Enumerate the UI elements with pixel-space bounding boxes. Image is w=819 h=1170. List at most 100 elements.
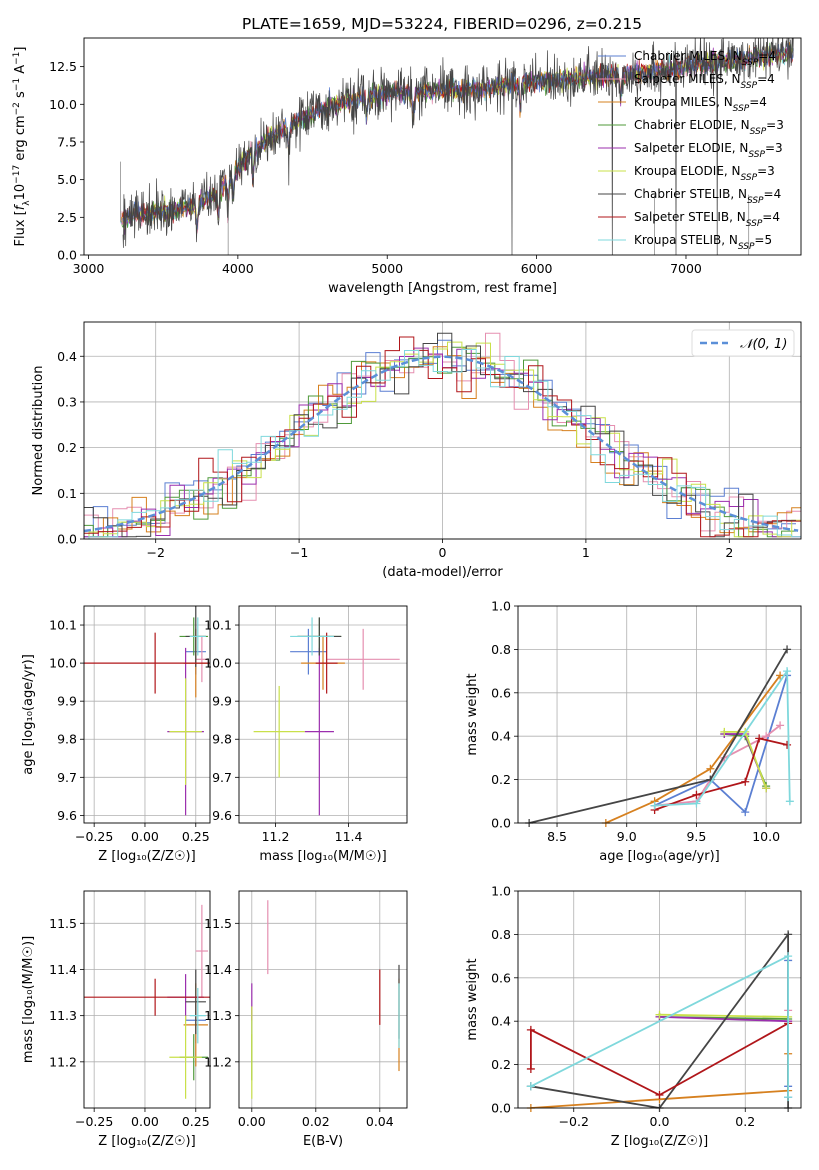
y-tick-label: 9.9 bbox=[212, 694, 232, 709]
y-tick-label: 0.2 bbox=[57, 440, 77, 455]
legend-name: Chabrier STELIB bbox=[634, 187, 730, 201]
y-tick-label: 12.5 bbox=[49, 59, 77, 74]
series-marker bbox=[692, 790, 701, 799]
x-tick-label: −2 bbox=[146, 545, 164, 560]
series-marker bbox=[655, 1010, 664, 1019]
x-tick-label: 9.0 bbox=[617, 829, 637, 844]
normal-reference-curve bbox=[83, 355, 799, 533]
legend-eq: = bbox=[757, 72, 767, 86]
x-axis-label: Z [log₁₀(Z/Z☉)] bbox=[98, 1134, 195, 1149]
y-tick-label: 0.0 bbox=[57, 248, 77, 263]
x-tick-label: 9.5 bbox=[686, 829, 706, 844]
histogram-step bbox=[84, 336, 801, 539]
legend-nssp: 4 bbox=[772, 210, 780, 224]
mass-vs-ebv-panel: 0.00 0.02 0.04 11.2 11.3 11.4 11.5 E(B-V) bbox=[204, 890, 408, 1149]
series-line bbox=[659, 1016, 789, 1023]
series-marker bbox=[762, 732, 771, 741]
legend-nssp: 4 bbox=[774, 187, 782, 201]
y-tick-label: 11.2 bbox=[49, 1054, 77, 1069]
legend-entry: Salpeter ELODIE, NSSP=3 bbox=[634, 141, 783, 160]
y-tick-label: 2.5 bbox=[57, 210, 77, 225]
y-tick-label: 11.2 bbox=[204, 1054, 232, 1069]
y-tick-label: 11.5 bbox=[204, 916, 232, 931]
y-tick-label: 0.0 bbox=[491, 816, 511, 831]
y-tick-label: 0.2 bbox=[491, 1057, 511, 1072]
histogram-step bbox=[84, 332, 796, 538]
x-axis-label: E(B-V) bbox=[303, 1134, 343, 1149]
y-tick-label: 11.4 bbox=[204, 962, 232, 977]
y-tick-label: 9.7 bbox=[212, 770, 232, 785]
series-line bbox=[654, 675, 788, 814]
series-line bbox=[530, 1022, 789, 1097]
x-tick-label: 11.2 bbox=[262, 829, 290, 844]
axes-frame bbox=[83, 890, 211, 1109]
series-line bbox=[654, 724, 781, 807]
y-label-part: λ bbox=[22, 200, 32, 206]
x-tick-label: 0.2 bbox=[735, 1114, 755, 1129]
legend-entry: Chabrier STELIB, NSSP=4 bbox=[634, 187, 781, 206]
axes-frame bbox=[238, 890, 408, 1109]
legend-nssp-sub: SSP bbox=[733, 104, 750, 114]
y-tick-label: 9.9 bbox=[57, 694, 77, 709]
legend-nssp: 4 bbox=[767, 72, 775, 86]
y-label-part: −2 bbox=[12, 102, 22, 115]
legend-nssp: 4 bbox=[768, 49, 776, 63]
histogram-step bbox=[88, 346, 801, 539]
legend-nssp-sub: SSP bbox=[747, 196, 764, 206]
x-tick-label: −0.25 bbox=[75, 1114, 113, 1129]
legend-eq: = bbox=[757, 164, 767, 178]
legend-entry: Chabrier ELODIE, NSSP=3 bbox=[634, 118, 784, 137]
series-marker bbox=[785, 797, 794, 806]
y-tick-label: 10.0 bbox=[49, 656, 77, 671]
series-marker bbox=[720, 727, 729, 736]
y-label-part: A bbox=[13, 65, 28, 78]
y-tick-label: 7.5 bbox=[57, 134, 77, 149]
legend-nssp-label: , N bbox=[724, 164, 741, 178]
y-tick-label: 0.4 bbox=[491, 1014, 511, 1029]
x-tick-label: 0.00 bbox=[131, 1114, 159, 1129]
spectrum-line bbox=[122, 38, 794, 255]
legend-name: Salpeter MILES bbox=[634, 72, 724, 86]
legend-entry: Chabrier MILES, NSSP=4 bbox=[634, 49, 776, 68]
x-tick-label: 0.25 bbox=[182, 1114, 210, 1129]
y-axis-label: mass weight bbox=[465, 673, 480, 755]
legend-nssp-label: , N bbox=[732, 141, 749, 155]
y-tick-label: 1.0 bbox=[491, 599, 511, 614]
y-tick-label: 0.8 bbox=[491, 927, 511, 942]
x-tick-label: 10.0 bbox=[752, 829, 780, 844]
legend-nssp-label: , N bbox=[729, 210, 746, 224]
series-marker bbox=[526, 1082, 535, 1091]
y-label-part: −1 bbox=[12, 52, 22, 65]
series-line bbox=[654, 737, 788, 811]
axes-frame bbox=[83, 37, 802, 256]
y-tick-label: 0.8 bbox=[491, 642, 511, 657]
legend-eq: = bbox=[754, 233, 764, 247]
mass-weight-vs-age-panel: 8.5 9.0 9.5 10.0 0.0 0.2 0.4 0.6 0.8 1.0 age [log₁… bbox=[465, 599, 802, 864]
series-marker bbox=[783, 667, 792, 676]
series-marker bbox=[784, 1093, 793, 1102]
age-vs-mass-panel: 11.2 11.4 9.6 9.7 9.8 9.9 10.0 10.1 mass [log₁₀(… bbox=[204, 605, 408, 864]
series-marker bbox=[776, 721, 785, 730]
legend-nssp-label: , N bbox=[730, 187, 747, 201]
series-marker bbox=[655, 1090, 664, 1099]
legend-entry: Salpeter STELIB, NSSP=4 bbox=[634, 210, 780, 229]
x-tick-label: 0.02 bbox=[302, 1114, 330, 1129]
y-tick-label: 0.6 bbox=[491, 685, 511, 700]
y-tick-label: 10.1 bbox=[49, 618, 77, 633]
legend-nssp-sub: SSP bbox=[741, 81, 758, 91]
y-tick-label: 0.4 bbox=[57, 349, 77, 364]
y-label-part: s bbox=[13, 91, 28, 102]
x-tick-label: 0.0 bbox=[650, 1114, 670, 1129]
x-tick-label: 11.4 bbox=[335, 829, 363, 844]
y-tick-label: 11.4 bbox=[49, 962, 77, 977]
spectrum-panel: 3000 4000 5000 6000 7000 0.0 2.5 5.0 7.5 10.0 12.5… bbox=[12, 37, 802, 296]
legend-name: Kroupa STELIB bbox=[634, 233, 721, 247]
legend-nssp: 3 bbox=[776, 118, 784, 132]
y-label-part: −1 bbox=[12, 78, 22, 91]
legend-nssp-label: , N bbox=[733, 118, 750, 132]
legend-nssp-sub: SSP bbox=[746, 219, 763, 229]
x-axis-label: mass [log₁₀(M/M☉)] bbox=[259, 849, 386, 864]
legend-nssp-sub: SSP bbox=[742, 58, 759, 68]
series-marker bbox=[741, 808, 750, 817]
x-axis-label: age [log₁₀(age/yr)] bbox=[599, 849, 720, 864]
